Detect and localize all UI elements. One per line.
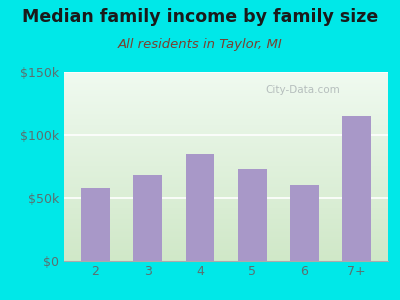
Text: All residents in Taylor, MI: All residents in Taylor, MI — [118, 38, 282, 51]
Bar — [81, 188, 110, 261]
Text: City-Data.com: City-Data.com — [265, 85, 340, 95]
Bar — [238, 169, 266, 261]
Bar — [342, 116, 371, 261]
Bar — [290, 185, 319, 261]
Bar — [186, 154, 214, 261]
Bar — [133, 175, 162, 261]
Text: Median family income by family size: Median family income by family size — [22, 8, 378, 26]
